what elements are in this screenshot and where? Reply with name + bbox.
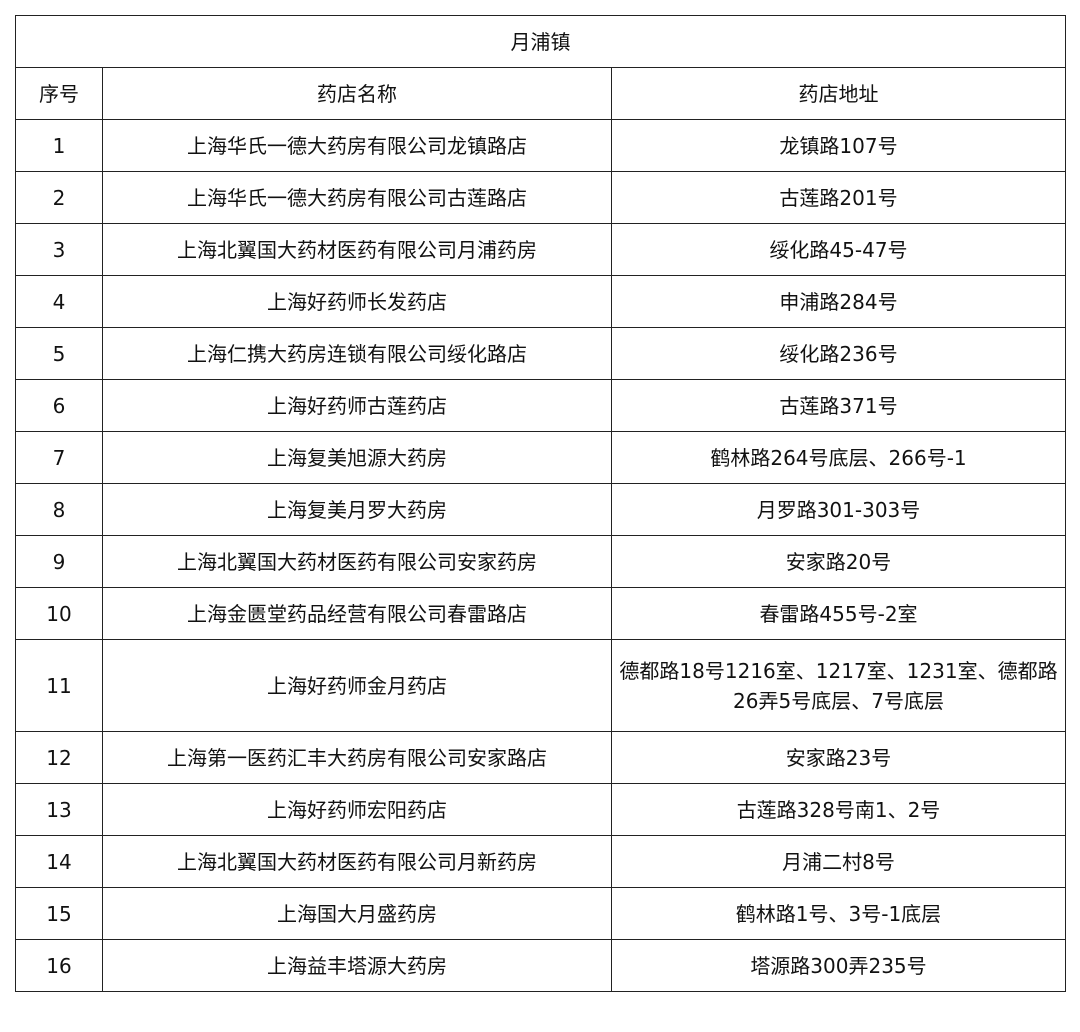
row-index: 10 [15,587,103,640]
pharmacy-address: 鹤林路264号底层、266号-1 [611,431,1066,484]
pharmacy-name: 上海华氏一德大药房有限公司龙镇路店 [102,119,612,172]
pharmacy-address: 古莲路371号 [611,379,1066,432]
pharmacy-address: 安家路23号 [611,731,1066,784]
pharmacy-name: 上海益丰塔源大药房 [102,939,612,992]
pharmacy-address: 德都路18号1216室、1217室、1231室、德都路26弄5号底层、7号底层 [611,639,1066,732]
pharmacy-name: 上海好药师宏阳药店 [102,783,612,836]
table-row: 9 上海北翼国大药材医药有限公司安家药房 安家路20号 [15,535,1066,588]
pharmacy-address: 龙镇路107号 [611,119,1066,172]
row-index: 6 [15,379,103,432]
pharmacy-name: 上海好药师金月药店 [102,639,612,732]
pharmacy-address: 安家路20号 [611,535,1066,588]
row-index: 11 [15,639,103,732]
table-title-row: 月浦镇 [15,15,1066,68]
header-pharmacy-name: 药店名称 [102,67,612,120]
pharmacy-name: 上海北翼国大药材医药有限公司安家药房 [102,535,612,588]
pharmacy-address: 月浦二村8号 [611,835,1066,888]
pharmacy-name: 上海华氏一德大药房有限公司古莲路店 [102,171,612,224]
header-pharmacy-address: 药店地址 [611,67,1066,120]
table-row: 14 上海北翼国大药材医药有限公司月新药房 月浦二村8号 [15,835,1066,888]
row-index: 3 [15,223,103,276]
table-row: 1 上海华氏一德大药房有限公司龙镇路店 龙镇路107号 [15,119,1066,172]
table-row: 6 上海好药师古莲药店 古莲路371号 [15,379,1066,432]
row-index: 1 [15,119,103,172]
row-index: 5 [15,327,103,380]
table-row: 13 上海好药师宏阳药店 古莲路328号南1、2号 [15,783,1066,836]
table-row: 5 上海仁携大药房连锁有限公司绥化路店 绥化路236号 [15,327,1066,380]
table-row: 3 上海北翼国大药材医药有限公司月浦药房 绥化路45-47号 [15,223,1066,276]
row-index: 2 [15,171,103,224]
pharmacy-address: 塔源路300弄235号 [611,939,1066,992]
pharmacy-name: 上海好药师古莲药店 [102,379,612,432]
pharmacy-address: 鹤林路1号、3号-1底层 [611,887,1066,940]
table-row: 2 上海华氏一德大药房有限公司古莲路店 古莲路201号 [15,171,1066,224]
pharmacy-name: 上海复美旭源大药房 [102,431,612,484]
table-row: 7 上海复美旭源大药房 鹤林路264号底层、266号-1 [15,431,1066,484]
table-title: 月浦镇 [15,15,1066,68]
row-index: 12 [15,731,103,784]
row-index: 7 [15,431,103,484]
table-header-row: 序号 药店名称 药店地址 [15,67,1066,120]
row-index: 16 [15,939,103,992]
row-index: 13 [15,783,103,836]
pharmacy-address: 古莲路201号 [611,171,1066,224]
pharmacy-name: 上海北翼国大药材医药有限公司月浦药房 [102,223,612,276]
row-index: 4 [15,275,103,328]
pharmacy-name: 上海金匮堂药品经营有限公司春雷路店 [102,587,612,640]
table-row: 12 上海第一医药汇丰大药房有限公司安家路店 安家路23号 [15,731,1066,784]
pharmacy-address: 春雷路455号-2室 [611,587,1066,640]
pharmacy-address: 月罗路301-303号 [611,483,1066,536]
pharmacy-table: 月浦镇 序号 药店名称 药店地址 1 上海华氏一德大药房有限公司龙镇路店 龙镇路10… [15,15,1066,992]
pharmacy-address: 绥化路45-47号 [611,223,1066,276]
pharmacy-address: 申浦路284号 [611,275,1066,328]
table-row: 15 上海国大月盛药房 鹤林路1号、3号-1底层 [15,887,1066,940]
pharmacy-name: 上海国大月盛药房 [102,887,612,940]
row-index: 15 [15,887,103,940]
pharmacy-address: 绥化路236号 [611,327,1066,380]
row-index: 9 [15,535,103,588]
row-index: 14 [15,835,103,888]
header-index: 序号 [15,67,103,120]
pharmacy-address: 古莲路328号南1、2号 [611,783,1066,836]
pharmacy-name: 上海仁携大药房连锁有限公司绥化路店 [102,327,612,380]
table-row: 10 上海金匮堂药品经营有限公司春雷路店 春雷路455号-2室 [15,587,1066,640]
pharmacy-name: 上海北翼国大药材医药有限公司月新药房 [102,835,612,888]
table-row: 4 上海好药师长发药店 申浦路284号 [15,275,1066,328]
row-index: 8 [15,483,103,536]
table-row: 16 上海益丰塔源大药房 塔源路300弄235号 [15,939,1066,992]
table-row: 11 上海好药师金月药店 德都路18号1216室、1217室、1231室、德都路26… [15,639,1066,732]
pharmacy-name: 上海好药师长发药店 [102,275,612,328]
pharmacy-name: 上海复美月罗大药房 [102,483,612,536]
pharmacy-name: 上海第一医药汇丰大药房有限公司安家路店 [102,731,612,784]
table-row: 8 上海复美月罗大药房 月罗路301-303号 [15,483,1066,536]
